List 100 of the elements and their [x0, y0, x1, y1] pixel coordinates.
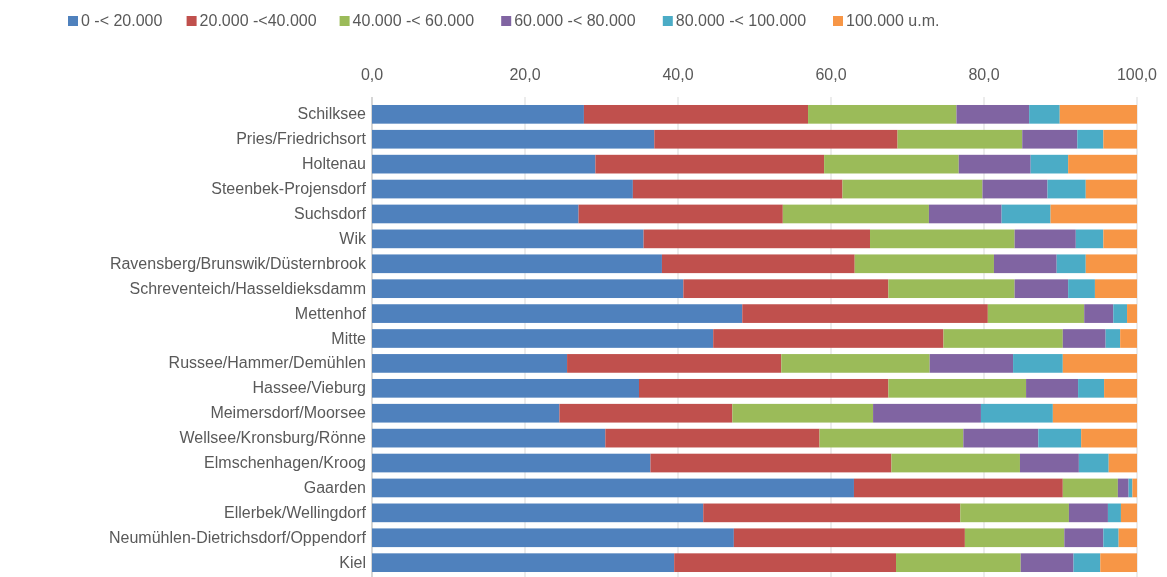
y-tick-label: Steenbek-Projensdorf: [211, 180, 367, 198]
bar: [567, 354, 782, 373]
bar: [1078, 453, 1109, 473]
bar: [372, 528, 734, 548]
bar: [956, 104, 1030, 124]
bar: [1050, 204, 1137, 224]
bar: [929, 354, 1014, 373]
bar: [559, 403, 733, 423]
bar: [842, 179, 983, 199]
bar: [993, 254, 1057, 274]
bar: [870, 229, 1015, 249]
bar: [1052, 403, 1137, 423]
bar: [372, 154, 596, 174]
bar: [372, 204, 579, 224]
bar: [928, 204, 1002, 224]
bar: [1073, 553, 1101, 573]
bar: [1117, 478, 1129, 498]
bar: [643, 229, 871, 249]
bar: [372, 354, 568, 373]
bar: [638, 378, 889, 398]
y-tick-label: Pries/Friedrichsort: [236, 130, 367, 148]
bar: [632, 179, 843, 199]
x-tick-label: 60,0: [815, 66, 847, 83]
bar: [1094, 279, 1138, 299]
bar: [1100, 553, 1137, 573]
bar: [1105, 329, 1121, 348]
bar: [372, 553, 675, 573]
bar: [654, 129, 898, 149]
bar: [372, 279, 684, 299]
x-tick-label: 40,0: [662, 66, 694, 83]
bar: [372, 478, 854, 498]
bar: [873, 403, 981, 423]
bar: [824, 154, 959, 174]
bar: [1013, 354, 1063, 373]
bar: [960, 503, 1069, 523]
y-tick-label: Mitte: [331, 329, 367, 347]
bar: [1056, 254, 1086, 274]
bar: [891, 453, 1020, 473]
bar: [1081, 428, 1138, 448]
x-tick-label: 0,0: [360, 66, 384, 83]
bar: [1103, 528, 1119, 548]
bar: [372, 129, 655, 149]
bar: [1059, 104, 1137, 124]
bar: [372, 254, 662, 274]
bar: [733, 528, 965, 548]
y-tick-label: Schreventeich/Hasseldieksdamm: [129, 279, 366, 297]
bar: [1020, 553, 1074, 573]
y-tick-label: Mettenhof: [294, 304, 367, 322]
bar: [1029, 104, 1060, 124]
bar: [605, 428, 820, 448]
y-tick-label: Russee/Hammer/Demühlen: [168, 354, 366, 372]
bar: [1022, 129, 1078, 149]
bar: [650, 453, 892, 473]
y-tick-label: Meimersdorf/Moorsee: [210, 404, 367, 422]
bar: [888, 378, 1027, 398]
bar: [1084, 304, 1114, 323]
bar: [1068, 154, 1137, 174]
bar: [896, 553, 1021, 573]
bar: [372, 304, 743, 323]
bar: [1120, 329, 1137, 348]
bar: [1077, 129, 1104, 149]
bar: [1068, 503, 1108, 523]
y-tick-label: Wik: [339, 229, 367, 247]
y-tick-label: Kiel: [339, 553, 366, 571]
bar: [1085, 179, 1137, 199]
bar: [1062, 354, 1137, 373]
bar: [1019, 453, 1079, 473]
bar: [854, 254, 994, 274]
bar: [1103, 129, 1137, 149]
legend-label: 0 -< 20.000: [81, 12, 163, 29]
bar: [372, 453, 651, 473]
y-tick-label: Neumühlen-Dietrichsdorf/Oppendorf: [108, 528, 367, 546]
bar: [372, 104, 584, 124]
y-tick-label: Suchsdorf: [293, 204, 367, 222]
y-tick-label: Ravensberg/Brunswik/Düsternbrook: [109, 254, 367, 272]
bar: [1026, 378, 1079, 398]
bar: [980, 403, 1053, 423]
bar: [943, 329, 1063, 348]
bar: [1030, 154, 1069, 174]
bar: [372, 179, 633, 199]
bar: [1068, 279, 1095, 299]
bar: [897, 129, 1023, 149]
bar: [578, 204, 783, 224]
bar: [372, 378, 639, 398]
bar: [1062, 478, 1118, 498]
bar: [1014, 229, 1076, 249]
bar: [742, 304, 988, 323]
bar: [963, 428, 1039, 448]
x-tick-label: 100,0: [1116, 66, 1158, 83]
bar: [732, 403, 874, 423]
bar: [1078, 378, 1105, 398]
y-tick-label: Schilksee: [297, 105, 367, 123]
bar: [987, 304, 1085, 323]
y-tick-label: Gaarden: [303, 478, 366, 496]
bar: [372, 428, 606, 448]
y-tick-label: Holtenau: [301, 155, 366, 173]
bar: [372, 503, 704, 523]
bar: [1001, 204, 1051, 224]
bar: [1038, 428, 1082, 448]
bar: [372, 403, 560, 423]
